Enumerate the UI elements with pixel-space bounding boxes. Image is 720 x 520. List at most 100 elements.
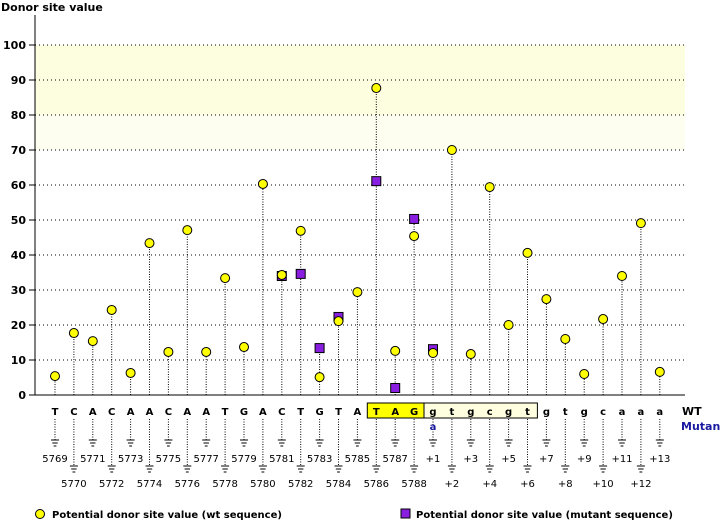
wt-value-point (617, 271, 627, 281)
sequence-letter: T (52, 407, 59, 418)
wt-value-point (333, 316, 344, 327)
highlight-band (35, 115, 685, 150)
y-tick-label: 20 (11, 319, 27, 332)
mutant-value-point (314, 343, 325, 354)
y-tick-label: 40 (11, 249, 27, 262)
y-tick-label: 100 (3, 39, 26, 52)
sequence-letter: G (410, 407, 418, 418)
sequence-letter: T (335, 407, 342, 418)
wt-value-point (125, 367, 136, 378)
position-label: 5787 (382, 454, 407, 465)
position-label: +6 (520, 479, 535, 490)
sequence-letter: C (278, 407, 285, 418)
position-label: 5775 (156, 454, 181, 465)
sequence-letter: A (354, 407, 362, 418)
mutant-value-point (409, 213, 420, 224)
sequence-letter: c (487, 407, 493, 418)
position-label: +7 (539, 454, 554, 465)
y-tick-label: 70 (11, 144, 27, 157)
sequence-letter: g (467, 407, 474, 418)
sequence-letter: t (563, 407, 568, 418)
y-tick-label: 80 (11, 109, 27, 122)
position-label: +12 (630, 479, 651, 490)
sequence-letter: g (543, 407, 550, 418)
sequence-letter: T (297, 407, 304, 418)
position-label: +13 (649, 454, 670, 465)
sequence-letter: g (581, 407, 588, 418)
sequence-letter: A (146, 407, 154, 418)
legend-wt-label: Potential donor site value (wt sequence) (52, 510, 282, 520)
position-label: +5 (501, 454, 516, 465)
wt-value-point (541, 294, 552, 305)
position-label: 5788 (401, 479, 426, 490)
position-label: 5772 (99, 479, 124, 490)
y-tick-label: 60 (11, 179, 27, 192)
sequence-letter: A (391, 407, 399, 418)
wt-value-point (239, 342, 249, 353)
sequence-letter: A (127, 407, 135, 418)
y-tick-label: 50 (11, 214, 27, 227)
wt-value-point (276, 269, 287, 280)
position-label: +2 (445, 479, 460, 490)
sequence-letter: a (619, 407, 626, 418)
wt-value-point (182, 225, 193, 236)
wt-value-point (579, 369, 590, 379)
position-label: 5777 (193, 454, 218, 465)
position-label: 5774 (137, 479, 162, 490)
y-tick-label: 30 (11, 284, 27, 297)
wt-value-point (465, 349, 476, 360)
sequence-letter: t (450, 407, 455, 418)
wt-value-point (371, 83, 382, 94)
wt-value-point (560, 334, 571, 344)
position-label: +9 (577, 454, 592, 465)
y-tick-label: 10 (11, 354, 27, 367)
y-tick-label: 90 (11, 74, 27, 87)
wt-value-point (390, 345, 401, 356)
mutant-value-point (295, 268, 306, 279)
wt-value-point (446, 145, 457, 155)
wt-value-point (144, 238, 155, 249)
legend-mutant-marker (400, 508, 411, 519)
legend-wt-marker (35, 509, 45, 519)
position-label: 5785 (345, 454, 370, 465)
wt-value-point (409, 231, 420, 242)
position-label: 5771 (80, 454, 105, 465)
wt-value-point (314, 372, 325, 383)
position-label: +8 (558, 479, 573, 490)
wt-value-point (352, 287, 363, 298)
wt-value-point (522, 247, 533, 258)
position-label: 5773 (118, 454, 143, 465)
sequence-letter: C (70, 407, 77, 418)
sequence-letter: g (429, 407, 436, 418)
sequence-letter: C (165, 407, 172, 418)
wt-row-label: WT (682, 405, 702, 418)
wt-value-point (68, 328, 79, 339)
wt-value-point (635, 218, 646, 229)
position-label: 5786 (364, 479, 389, 490)
sequence-letter: T (222, 407, 229, 418)
position-label: 5779 (231, 454, 256, 465)
mutant-value-point (390, 383, 401, 393)
position-label: +11 (611, 454, 632, 465)
position-label: 5776 (175, 479, 200, 490)
position-label: 5778 (212, 479, 237, 490)
position-label: 5784 (326, 479, 351, 490)
y-tick-label: 0 (18, 389, 26, 402)
sequence-letter: G (315, 407, 323, 418)
sequence-letter: G (240, 407, 248, 418)
wt-value-point (220, 273, 231, 284)
sequence-letter: t (525, 407, 530, 418)
sequence-letter: T (373, 407, 380, 418)
position-label: +10 (593, 479, 614, 490)
wt-value-point (257, 178, 268, 189)
position-label: 5782 (288, 479, 313, 490)
wt-value-point (50, 371, 60, 382)
mutant-letter: a (430, 422, 437, 433)
wt-value-point (598, 314, 609, 325)
legend-mutant-label: Potential donor site value (mutant seque… (416, 510, 673, 520)
position-label: 5770 (61, 479, 86, 490)
intron-box (423, 402, 538, 419)
position-label: +4 (482, 479, 497, 490)
sequence-letter: A (259, 407, 267, 418)
